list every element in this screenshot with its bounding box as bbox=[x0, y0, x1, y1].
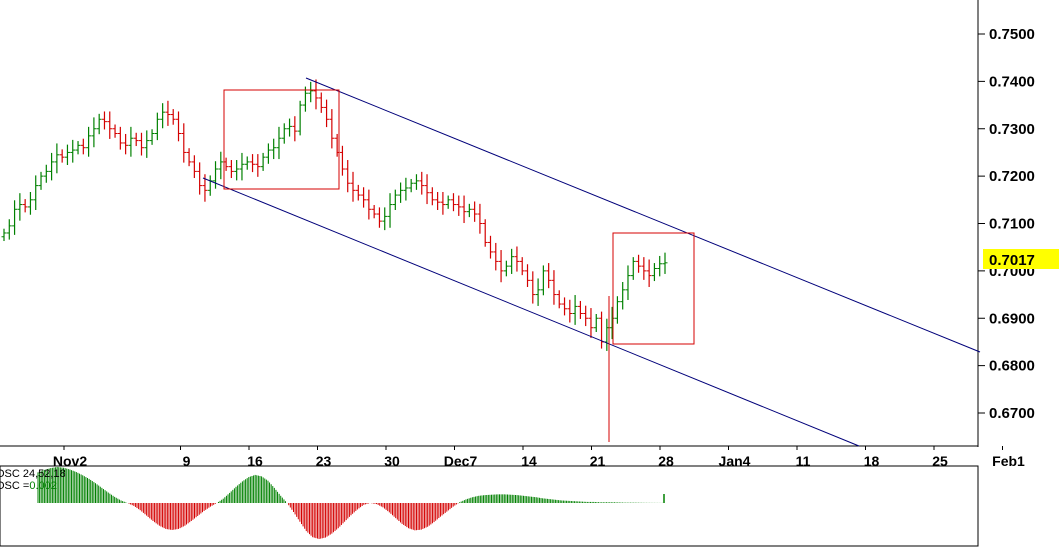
channel-lower-line bbox=[202, 177, 860, 447]
channel-upper-line bbox=[305, 77, 981, 353]
time-tick-label: Dec7 bbox=[444, 453, 478, 469]
oscillator-frame bbox=[0, 465, 979, 547]
oscillator-histogram bbox=[37, 467, 665, 539]
time-tick-label: Feb1 bbox=[992, 453, 1025, 469]
time-tick-label: 21 bbox=[590, 453, 606, 469]
time-tick-label: 23 bbox=[316, 453, 332, 469]
oscillator-panel: OSC 24,52,18 OSC =0.002 bbox=[0, 465, 979, 547]
time-tick-label: 9 bbox=[183, 453, 191, 469]
price-tick-label: 0.6800 bbox=[989, 358, 1035, 375]
price-tick-label: 0.7100 bbox=[989, 216, 1035, 233]
last-price-label: 0.7017 bbox=[989, 252, 1035, 269]
oscillator-value-prefix: OSC = bbox=[0, 480, 29, 492]
highlight-box-right bbox=[612, 232, 695, 345]
oscillator-title: OSC 24,52,18 bbox=[0, 468, 66, 480]
price-tick-label: 0.6700 bbox=[989, 405, 1035, 422]
time-tick-label: Jan4 bbox=[719, 453, 751, 469]
time-tick-label: 30 bbox=[384, 453, 400, 469]
oscillator-value-line: OSC =0.002 bbox=[0, 480, 57, 492]
time-tick-label: Nov2 bbox=[53, 453, 87, 469]
time-tick-label: 14 bbox=[521, 453, 537, 469]
oscillator-value: 0.002 bbox=[29, 480, 57, 492]
price-tick-label: 0.7500 bbox=[989, 26, 1035, 43]
price-tick-label: 0.7400 bbox=[989, 73, 1035, 90]
highlight-box-left bbox=[223, 89, 340, 190]
time-axis-ticks: Nov29162330Dec7142128Jan4111825Feb18 bbox=[53, 446, 1025, 469]
time-tick-label: 16 bbox=[247, 453, 263, 469]
time-tick-label: 28 bbox=[658, 453, 674, 469]
time-tick-label: 25 bbox=[932, 453, 948, 469]
price-tick-label: 0.6900 bbox=[989, 310, 1035, 327]
price-tick-label: 0.7300 bbox=[989, 121, 1035, 138]
last-price-badge-bg bbox=[983, 249, 1059, 269]
time-tick-label: 11 bbox=[796, 453, 811, 469]
price-panel: 0.75000.74000.73000.72000.71000.70000.69… bbox=[0, 0, 1059, 469]
time-tick-label: 18 bbox=[864, 453, 880, 469]
last-price-badge: 0.7017 bbox=[983, 249, 1059, 269]
trend-channel bbox=[202, 77, 981, 447]
price-tick-label: 0.7200 bbox=[989, 168, 1035, 185]
